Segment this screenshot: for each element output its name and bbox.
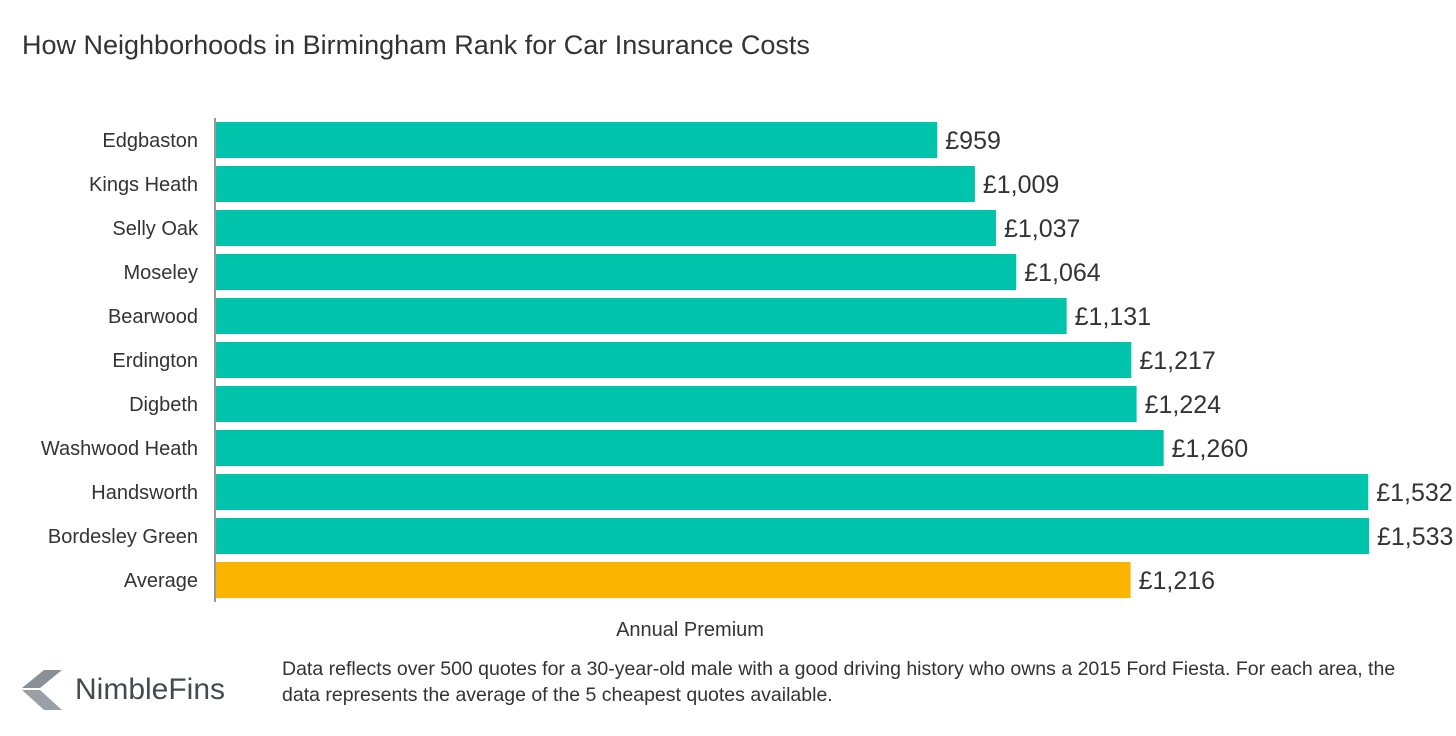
value-label: £1,260 [1172,435,1248,463]
bar-handsworth [216,474,1369,510]
category-label: Digbeth [129,394,198,416]
x-axis-label: Annual Premium [616,619,764,641]
brand-name: NimbleFins [75,673,226,706]
brand-logo: NimbleFins [20,668,270,712]
bar-kings-heath [216,166,975,202]
category-label: Selly Oak [112,218,199,240]
value-label: £1,037 [1004,215,1080,243]
category-label: Washwood Heath [41,438,198,460]
category-label: Average [124,570,198,592]
category-label: Edgbaston [102,130,198,152]
nimblefins-chevron-icon [22,670,62,710]
category-label: Erdington [112,350,198,372]
value-label: £1,532 [1376,479,1452,507]
bar-washwood-heath [216,430,1164,466]
value-label: £1,224 [1145,391,1222,419]
value-label: £1,064 [1024,259,1101,287]
chart-title: How Neighborhoods in Birmingham Rank for… [22,30,810,60]
bar-bearwood [216,298,1067,334]
category-label: Moseley [124,262,198,284]
value-label: £959 [945,127,1001,155]
value-label: £1,009 [983,171,1059,199]
bar-moseley [216,254,1017,290]
value-label: £1,533 [1377,523,1453,551]
average-bar [216,562,1131,598]
footnote-text: Data reflects over 500 quotes for a 30-y… [282,658,1396,706]
category-label: Handsworth [91,482,198,504]
category-label: Bordesley Green [48,526,198,548]
category-label: Kings Heath [89,174,198,196]
bar-bordesley-green [216,518,1369,554]
bar-digbeth [216,386,1137,422]
bar-edgbaston [216,122,938,158]
bar-erdington [216,342,1132,378]
bar-selly-oak [216,210,996,246]
value-label: £1,217 [1139,347,1215,375]
value-label: £1,216 [1139,567,1215,595]
category-label: Bearwood [108,306,198,328]
value-label: £1,131 [1075,303,1151,331]
